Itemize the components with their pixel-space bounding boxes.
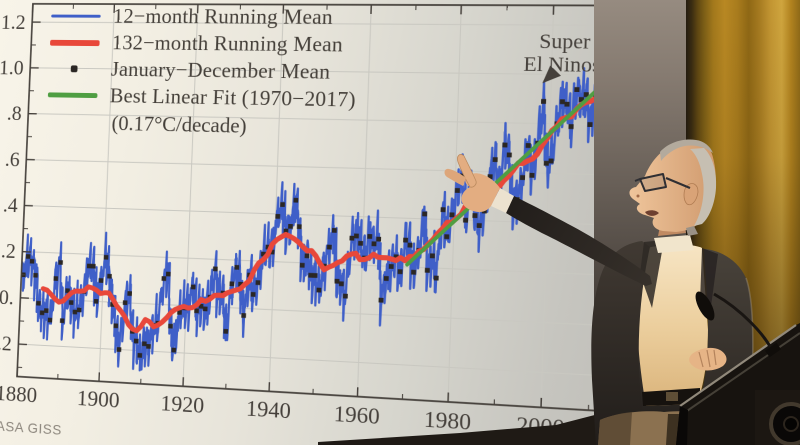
belt-buckle <box>666 392 678 401</box>
thumb <box>444 168 466 186</box>
svg-text:1920: 1920 <box>160 391 205 419</box>
floor-shadow <box>318 410 676 445</box>
lectern-top-edge <box>679 324 797 407</box>
presenter-jacket-left <box>591 241 650 445</box>
super-el-ninos-annotation: Super El Ninos <box>523 31 601 77</box>
hair-nape <box>686 226 698 236</box>
svg-text:0.: 0. <box>0 287 14 310</box>
nostril <box>636 194 640 198</box>
svg-text:1.2: 1.2 <box>1 12 26 34</box>
lectern-lip <box>683 332 800 414</box>
presenter <box>444 139 754 445</box>
svg-text:.6: .6 <box>4 149 20 171</box>
hair-top <box>660 139 713 161</box>
svg-text:1900: 1900 <box>77 386 121 413</box>
svg-text:1940: 1940 <box>246 396 292 424</box>
svg-text:1880: 1880 <box>0 381 38 408</box>
lectern-side <box>676 406 688 445</box>
svg-text:−.2: −.2 <box>0 332 12 355</box>
trousers-crease <box>666 414 680 445</box>
hair-back <box>690 148 717 226</box>
left-hand-fingers <box>698 349 717 368</box>
index-finger <box>457 154 477 188</box>
pointing-arm-sleeve <box>506 196 652 286</box>
speaker-dustcap <box>783 416 799 432</box>
microphone-icon <box>695 291 782 358</box>
shirt-collar <box>654 235 694 253</box>
projection-screen: 18801900192019401960198020001.21.0.8.6.4… <box>0 0 671 445</box>
svg-text:1.0: 1.0 <box>0 57 24 79</box>
lapel-left <box>640 240 664 308</box>
head <box>629 141 716 232</box>
trousers-shadow <box>598 412 632 445</box>
data-series <box>17 8 602 398</box>
ear <box>683 183 699 206</box>
svg-text:.2: .2 <box>1 241 17 264</box>
lectern <box>676 291 800 445</box>
svg-text:.4: .4 <box>2 195 18 217</box>
svg-text:.8: .8 <box>6 103 22 125</box>
annotation-line2: El Ninos <box>523 54 601 77</box>
svg-text:1960: 1960 <box>333 401 380 429</box>
svg-text:1980: 1980 <box>424 406 472 435</box>
mouth <box>645 210 659 216</box>
shirt-cuff <box>491 188 514 213</box>
temperature-chart: 18801900192019401960198020001.21.0.8.6.4… <box>0 0 671 445</box>
left-hand <box>689 347 727 371</box>
annotation-line1: Super <box>539 31 591 54</box>
glasses <box>634 173 691 192</box>
